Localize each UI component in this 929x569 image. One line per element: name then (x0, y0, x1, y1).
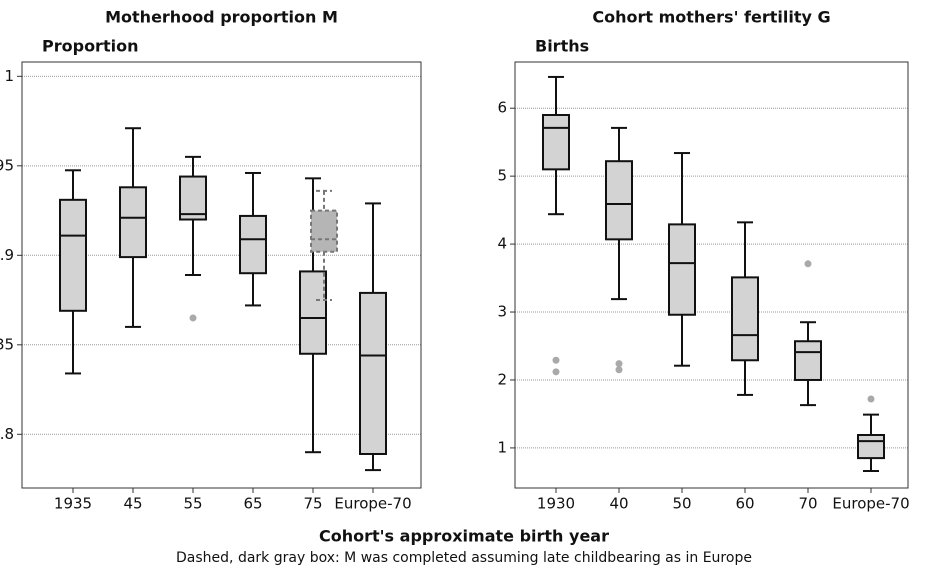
y-tick-label: .8 (0, 425, 14, 443)
box-plot (794, 260, 822, 407)
box (299, 270, 327, 355)
outlier (615, 360, 623, 368)
box (239, 214, 267, 275)
outlier (615, 366, 623, 374)
box (668, 223, 696, 316)
box-plot (542, 75, 570, 376)
box-plot (857, 395, 885, 473)
box (605, 160, 633, 241)
y-tick-label: 1 (4, 67, 14, 85)
box-plot (239, 171, 267, 307)
plot-frame (514, 61, 909, 489)
box (794, 340, 822, 381)
chart-title: Cohort mothers' fertility G (592, 8, 830, 27)
box (179, 175, 207, 221)
y-tick-label: 1 (497, 438, 507, 456)
y-axis-title: Proportion (42, 37, 138, 56)
outlier (552, 356, 560, 364)
y-tick-label: .9 (0, 246, 14, 264)
box-plot (179, 155, 207, 322)
box-plot (731, 221, 759, 396)
box (359, 291, 387, 455)
box-plot (119, 127, 147, 328)
plot-frame (21, 61, 422, 489)
box (59, 198, 87, 312)
y-tick-label: 3 (497, 303, 507, 321)
box-plot (59, 169, 87, 375)
y-tick-label: .85 (0, 335, 14, 353)
x-tick-label: 40 (609, 495, 628, 513)
box-plot (605, 126, 633, 374)
x-axis-title: Cohort's approximate birth year (319, 527, 609, 546)
box (857, 434, 885, 460)
y-tick-label: 5 (497, 167, 507, 185)
note: Dashed, dark gray box: M was completed a… (176, 550, 752, 566)
y-axis-title: Births (535, 37, 589, 56)
box-plot (359, 202, 387, 472)
y-tick-label: 2 (497, 370, 507, 388)
x-tick-label: Europe-70 (832, 495, 909, 513)
x-tick-label: 75 (303, 495, 322, 513)
y-tick-label: 4 (497, 235, 507, 253)
y-tick-label: .95 (0, 156, 14, 174)
box-plot (299, 177, 327, 454)
outlier (552, 368, 560, 376)
outlier (804, 260, 812, 268)
x-tick-label: 70 (798, 495, 817, 513)
box (119, 186, 147, 259)
dashed-box-plot (310, 189, 338, 302)
box (310, 209, 338, 253)
x-tick-label: 60 (735, 495, 754, 513)
box-plot (668, 152, 696, 367)
x-tick-label: 50 (672, 495, 691, 513)
box (731, 276, 759, 362)
x-tick-label: 45 (123, 495, 142, 513)
outlier (867, 395, 875, 403)
chart-title: Motherhood proportion M (105, 8, 338, 27)
box (542, 113, 570, 171)
x-tick-label: 1935 (54, 495, 92, 513)
outlier (189, 314, 197, 322)
x-tick-label: Europe-70 (334, 495, 411, 513)
x-tick-label: 65 (243, 495, 262, 513)
x-tick-label: 1930 (537, 495, 575, 513)
x-tick-label: 55 (183, 495, 202, 513)
y-tick-label: 6 (497, 99, 507, 117)
